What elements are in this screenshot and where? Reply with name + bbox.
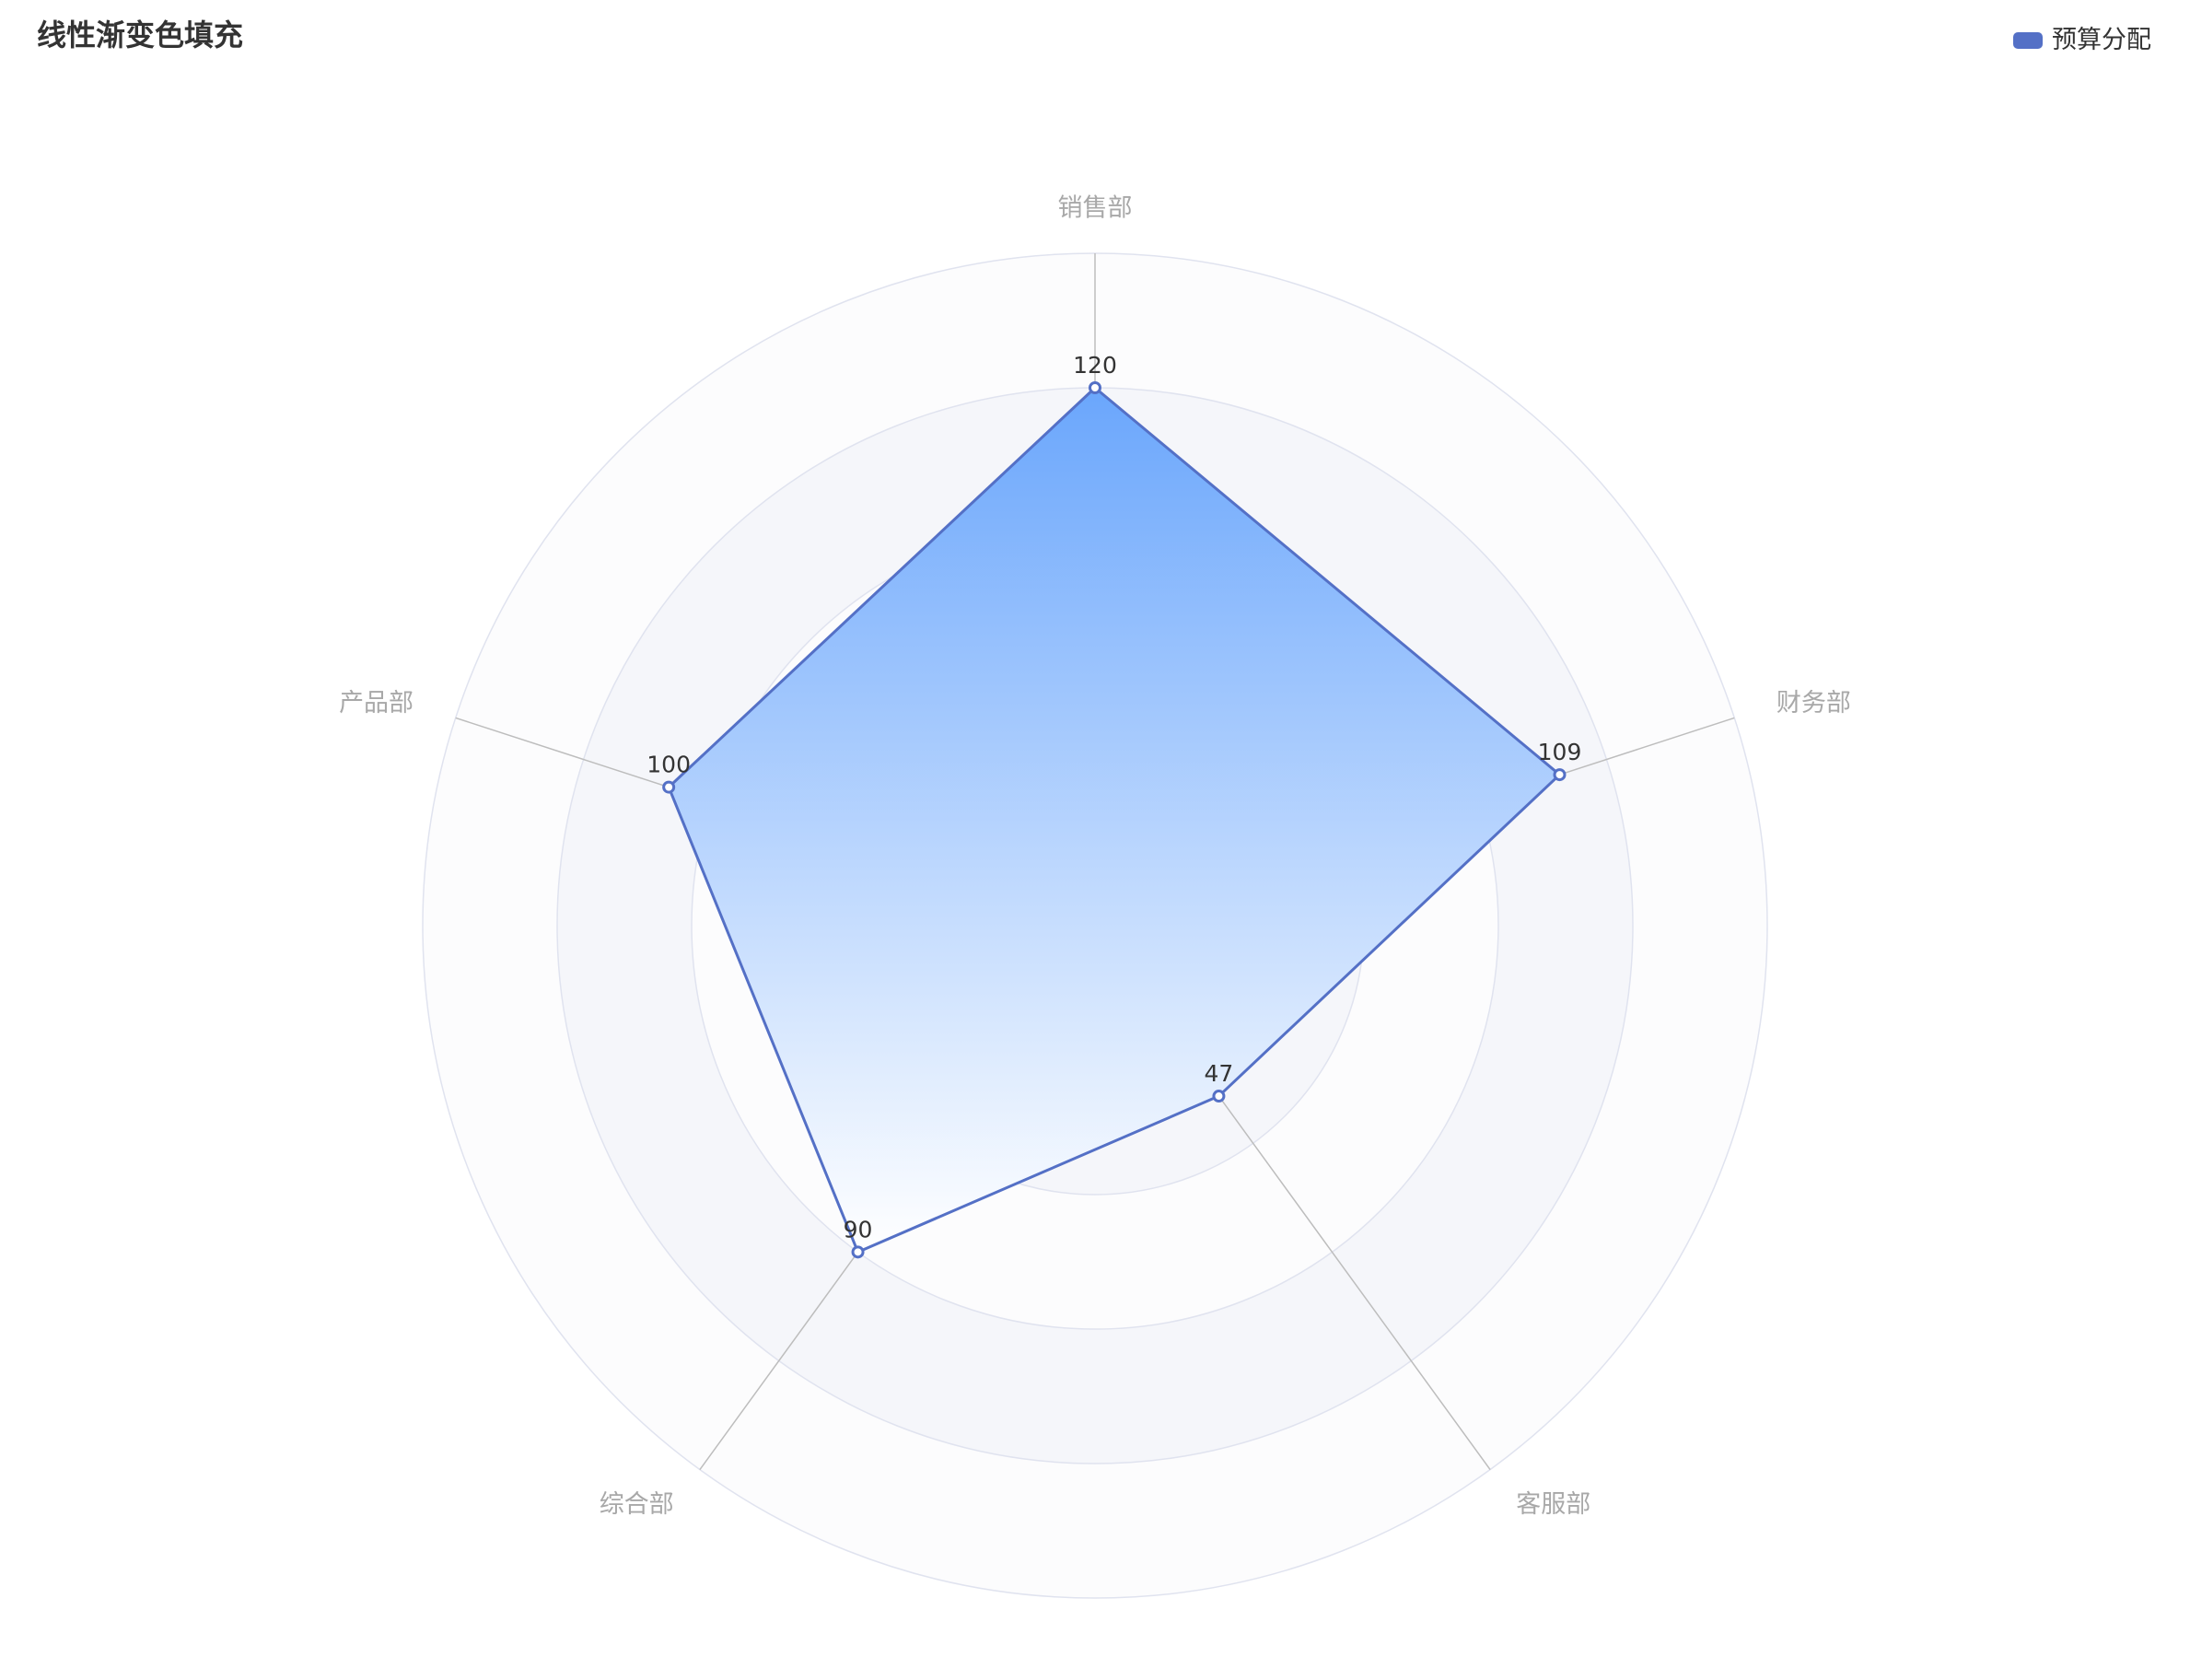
value-label-3: 90	[844, 1216, 873, 1242]
data-point-2[interactable]	[1212, 1090, 1226, 1103]
axis-name-2: 客服部	[1516, 1490, 1590, 1519]
chart-title: 线性渐变色填充	[37, 18, 244, 52]
legend-item[interactable]: 预算分配	[2013, 24, 2151, 57]
value-label-2: 47	[1205, 1060, 1234, 1087]
data-point-0[interactable]	[1089, 381, 1101, 394]
legend-label: 预算分配	[2052, 26, 2151, 54]
value-label-4: 100	[647, 752, 691, 778]
data-point-1[interactable]	[1553, 768, 1567, 782]
legend-swatch	[2013, 32, 2043, 49]
axis-name-0: 销售部	[1058, 194, 1133, 223]
axis-name-3: 综合部	[600, 1490, 674, 1519]
axis-name-1: 财务部	[1776, 689, 1851, 718]
axis-name-4: 产品部	[339, 689, 414, 718]
data-point-3[interactable]	[851, 1245, 865, 1259]
data-point-4[interactable]	[662, 780, 676, 794]
series-area-0[interactable]	[667, 386, 1561, 1254]
value-label-1: 109	[1538, 739, 1582, 765]
value-labels: 120 109 47 90 100	[647, 352, 1581, 1242]
series-group	[662, 381, 1567, 1259]
value-label-0: 120	[1073, 352, 1117, 379]
